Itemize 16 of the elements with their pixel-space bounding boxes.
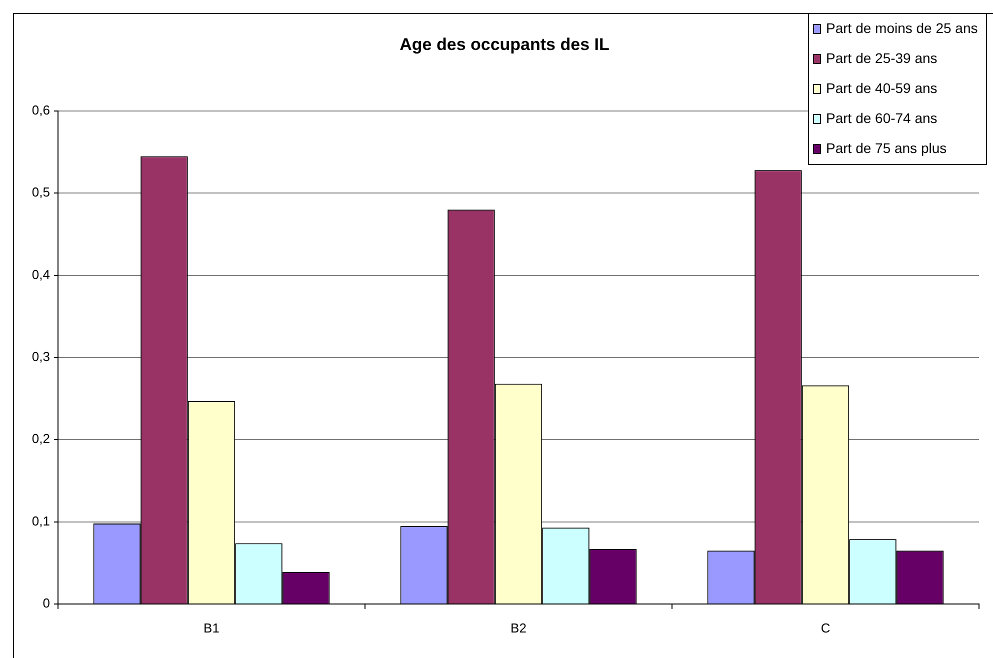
legend-label: Part de 25-39 ans — [826, 50, 938, 66]
y-tick-label: 0,4 — [32, 266, 50, 282]
legend-label: Part de 60-74 ans — [826, 110, 938, 126]
x-tick-label: B2 — [510, 620, 526, 636]
legend-label: Part de 75 ans plus — [826, 140, 947, 156]
legend-label: Part de 40-59 ans — [826, 80, 938, 96]
x-tick-label: B1 — [204, 620, 220, 636]
x-tick-label: C — [820, 620, 830, 636]
y-tick-label: 0,6 — [32, 102, 50, 118]
y-tick-label: 0 — [42, 596, 50, 611]
legend-label: Part de moins de 25 ans — [826, 20, 978, 36]
y-tick-label: 0,5 — [32, 184, 50, 200]
y-tick-label: 0,3 — [32, 349, 50, 364]
chart-title: Age des occupants des IL — [400, 34, 610, 54]
y-tick-label: 0,2 — [32, 431, 50, 446]
y-tick-label: 0,1 — [32, 513, 50, 528]
